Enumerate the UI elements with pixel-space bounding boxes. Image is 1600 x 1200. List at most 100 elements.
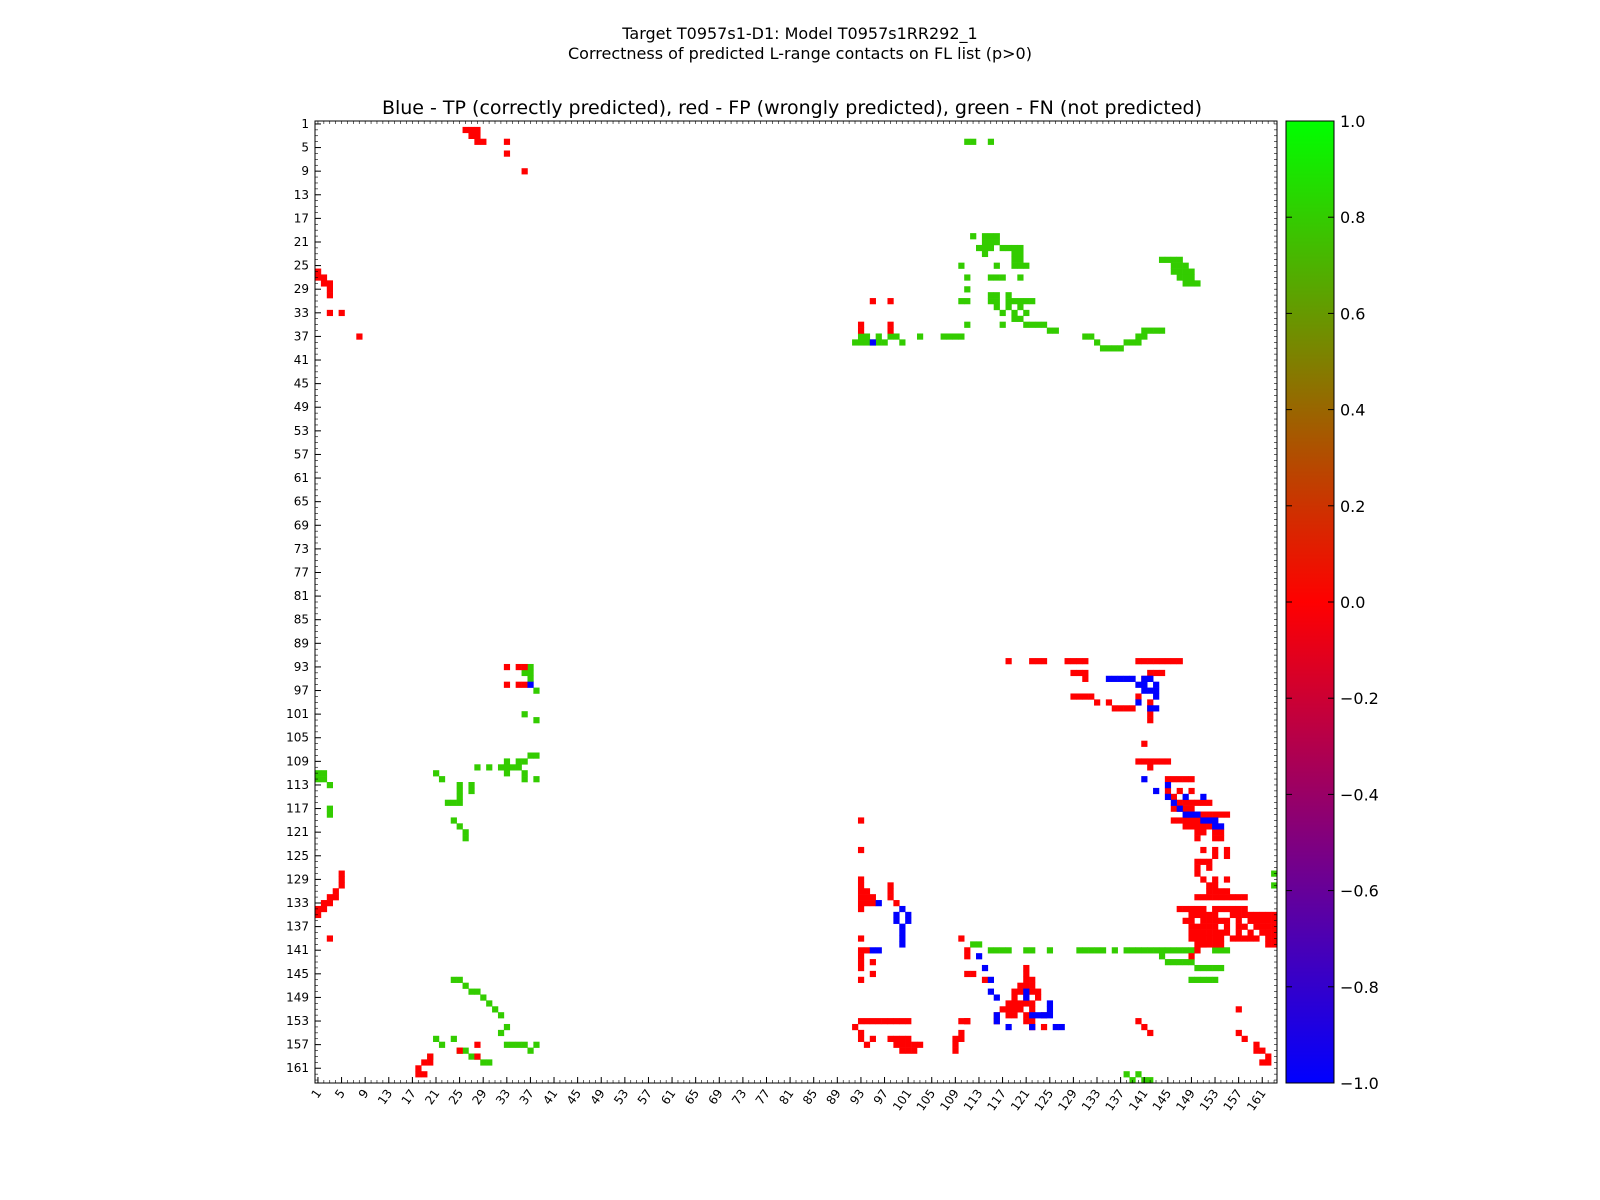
contact-cell-fp — [1188, 923, 1195, 930]
contact-cell-fp — [887, 882, 894, 889]
y-tick-label: 57 — [294, 447, 309, 461]
contact-cell-fn — [468, 1053, 475, 1060]
contact-cell-fn — [1153, 947, 1160, 954]
contact-cell-fp — [1223, 923, 1231, 930]
contact-cell-fp — [1147, 658, 1154, 665]
contact-cell-fp — [893, 900, 900, 907]
contact-cell-fp — [857, 817, 865, 824]
contact-cell-fn — [1188, 280, 1195, 287]
contact-cell-fp — [869, 900, 876, 907]
contact-cell-fn — [1141, 327, 1148, 334]
contact-cell-tp — [1147, 675, 1154, 682]
contact-cell-fp — [1076, 658, 1083, 665]
contact-cell-fp — [1259, 1047, 1266, 1054]
contact-cell-fn — [509, 764, 516, 771]
contact-cell-fn — [1088, 333, 1095, 340]
contact-cell-fp — [905, 1047, 912, 1054]
contact-cell-fn — [1153, 327, 1160, 334]
contact-cell-fn — [1099, 947, 1107, 954]
contact-cell-fp — [869, 894, 876, 901]
contact-cell-fp — [1265, 917, 1272, 924]
contact-cell-fn — [999, 309, 1006, 317]
contact-cell-fp — [1158, 658, 1166, 665]
contact-cell-tp — [899, 905, 906, 913]
contact-cell-fn — [1040, 321, 1048, 328]
contact-cell-tp — [1200, 817, 1207, 824]
contact-cell-fn — [1123, 947, 1130, 954]
contact-cell-fn — [456, 799, 463, 806]
contact-cell-fp — [1259, 917, 1266, 924]
contact-cell-tp — [976, 953, 983, 960]
contact-cell-fn — [533, 776, 540, 783]
y-tick-label: 13 — [294, 188, 309, 202]
contact-cell-fn — [527, 752, 534, 759]
contact-cell-fp — [1017, 988, 1024, 995]
contact-cell-fn — [450, 817, 457, 824]
contact-cell-fp — [1194, 864, 1201, 871]
contact-cell-fn — [533, 687, 540, 694]
contact-cell-fp — [857, 1029, 865, 1037]
contact-cell-fp — [964, 947, 971, 954]
colorbar-tick-label: 0.8 — [1340, 208, 1365, 227]
contact-cell-fp — [1212, 882, 1219, 889]
contact-cell-fp — [1170, 805, 1177, 812]
contact-cell-fp — [315, 911, 322, 919]
contact-cell-fp — [1217, 935, 1225, 942]
contact-cell-fp — [1253, 1041, 1260, 1048]
contact-cell-fp — [326, 292, 333, 299]
contact-cell-fp — [958, 935, 965, 942]
contact-cell-fn — [1017, 262, 1024, 269]
contact-cell-fn — [433, 1035, 440, 1042]
contact-cell-fp — [1188, 911, 1195, 919]
contact-cell-fp — [1265, 911, 1272, 919]
contact-cell-tp — [905, 917, 912, 924]
contact-cell-fp — [421, 1059, 428, 1066]
contact-cell-fp — [1206, 894, 1213, 901]
contact-cell-fn — [444, 799, 452, 806]
contact-cell-fn — [1217, 964, 1225, 972]
contact-cell-fn — [887, 333, 894, 340]
contact-cell-fp — [421, 1071, 428, 1078]
contact-cell-fn — [1182, 959, 1189, 966]
contact-cell-fp — [1247, 929, 1254, 936]
contact-cell-fp — [1200, 799, 1207, 806]
contact-cell-fp — [857, 327, 865, 334]
contact-cell-fn — [1212, 964, 1219, 972]
contact-cell-tp — [1194, 811, 1201, 818]
contact-cell-fp — [1194, 905, 1201, 913]
contact-cell-fp — [1188, 929, 1195, 936]
contact-cell-tp — [527, 681, 534, 688]
contact-cell-fn — [326, 811, 333, 818]
contact-cell-fp — [1194, 870, 1201, 877]
contact-cell-fp — [964, 970, 971, 978]
contact-cell-fp — [899, 1018, 906, 1025]
contact-cell-tp — [1153, 681, 1160, 688]
contact-cell-fn — [527, 663, 534, 671]
contact-cell-fn — [1123, 1071, 1130, 1078]
contact-cell-fn — [1017, 315, 1024, 322]
contact-cell-fp — [1253, 923, 1260, 930]
contact-cell-fp — [1147, 711, 1154, 718]
contact-cell-tp — [899, 929, 906, 936]
contact-cell-fp — [1200, 911, 1207, 919]
contact-cell-fp — [1188, 776, 1195, 783]
contact-cell-fp — [881, 1018, 888, 1025]
contact-cell-fp — [1023, 976, 1030, 983]
contact-cell-fn — [433, 770, 440, 777]
contact-cell-tp — [1129, 675, 1136, 682]
contact-cell-tp — [1153, 787, 1160, 795]
contact-cell-fp — [474, 1041, 481, 1048]
contact-cell-fp — [857, 900, 865, 907]
contact-cell-fp — [1265, 941, 1272, 948]
contact-cell-fn — [1176, 256, 1183, 263]
contact-cell-fn — [875, 333, 882, 340]
contact-cell-tp — [1147, 687, 1154, 694]
contact-cell-fn — [1170, 256, 1177, 263]
contact-cell-fp — [869, 1035, 876, 1042]
contact-cell-fn — [1023, 262, 1030, 269]
y-tick-label: 149 — [286, 990, 309, 1004]
contact-cell-fp — [1217, 941, 1225, 948]
contact-cell-tp — [993, 1018, 1000, 1025]
contact-cell-fp — [964, 1018, 971, 1025]
contact-cell-fp — [1135, 758, 1142, 765]
